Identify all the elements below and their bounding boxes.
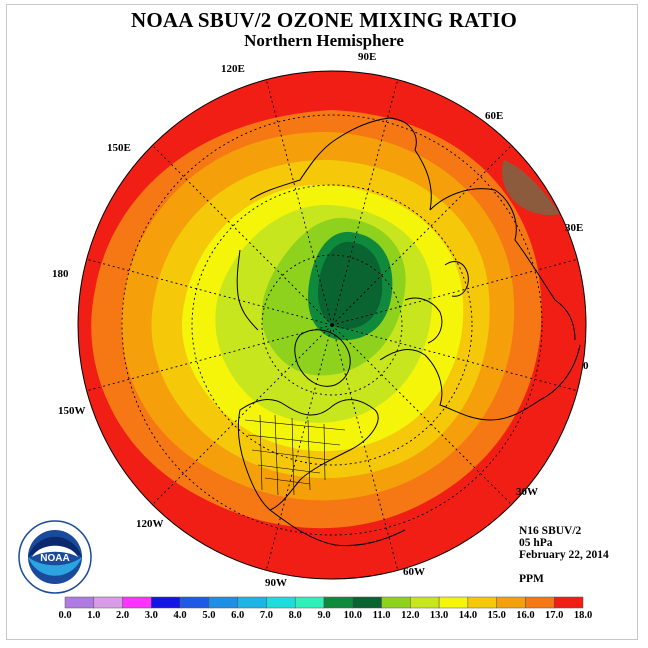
state-borders [244, 414, 346, 496]
lon-label-30e: 30E [565, 222, 584, 234]
colorbar-tick-label: 16.0 [516, 610, 534, 621]
colorbar-tick-label: 11.0 [373, 610, 391, 621]
pressure-level-label: 05 hPa [519, 537, 553, 549]
colorbar-tick-label: 17.0 [545, 610, 563, 621]
colorbar-swatch [179, 596, 210, 609]
lon-label-120w: 120W [136, 518, 164, 530]
colorbar-swatch [553, 596, 584, 609]
instrument-label: N16 SBUV/2 [519, 525, 582, 537]
colorbar-tick-label: 12.0 [401, 610, 419, 621]
meridian-line [331, 258, 578, 326]
lon-label-60w: 60W [403, 566, 425, 578]
colorbar-tick-label: 10.0 [344, 610, 362, 621]
lon-label-0: 0 [583, 360, 589, 372]
colorbar-swatch [496, 596, 526, 609]
noaa-logo: NOAA [18, 520, 92, 594]
colorbar-tick-label: 8.0 [289, 610, 302, 621]
map-border [77, 70, 587, 580]
colorbar-swatches [64, 596, 584, 609]
colorbar-swatch [352, 596, 382, 609]
colorbar-swatch [410, 596, 440, 609]
lon-label-180: 180 [52, 268, 69, 280]
meridian-line [331, 145, 512, 326]
figure-frame [6, 4, 638, 640]
lon-label-150e: 150E [107, 142, 131, 154]
colorbar-swatch [381, 596, 411, 609]
coastlines [236, 117, 581, 547]
date-label: February 22, 2014 [519, 549, 609, 561]
colorbar-swatch [122, 596, 152, 609]
colorbar-tick-label: 15.0 [487, 610, 505, 621]
colorbar-swatch [64, 596, 95, 609]
colorbar-swatch [237, 596, 267, 609]
lon-label-150w: 150W [58, 405, 86, 417]
page-subtitle: Northern Hemisphere [244, 31, 404, 50]
colorbar-swatch [438, 596, 469, 609]
page-title: NOAA SBUV/2 OZONE MIXING RATIO [131, 8, 517, 32]
lon-label-90w: 90W [265, 577, 287, 589]
meridian-line [86, 324, 333, 392]
graticule [86, 79, 578, 571]
colorbar-tick-label: 9.0 [317, 610, 330, 621]
meridian-line [152, 145, 333, 326]
colorbar-tick-label: 4.0 [174, 610, 187, 621]
units-label: PPM [519, 573, 544, 585]
colorbar-swatch [525, 596, 555, 609]
colorbar-tick-label: 3.0 [145, 610, 158, 621]
colorbar-ticks: 0.0 1.0 2.0 3.0 4.0 5.0 6.0 7.0 8.0 9.0 10.0 11.0 12… [58, 610, 592, 621]
noaa-logo-text: NOAA [40, 553, 69, 564]
colorbar-swatch [323, 596, 354, 609]
meridian-line [265, 79, 333, 326]
ozone-high-region [502, 160, 560, 216]
colorbar-tick-label: 13.0 [430, 610, 448, 621]
colorbar-tick-label: 18.0 [574, 610, 592, 621]
lon-label-90e: 90E [358, 51, 377, 63]
colorbar-tick-label: 14.0 [459, 610, 477, 621]
colorbar-swatch [266, 596, 296, 609]
colorbar-tick-label: 1.0 [87, 610, 100, 621]
meridian-line [331, 324, 578, 392]
colorbar-tick-label: 6.0 [231, 610, 244, 621]
meridian-line [331, 324, 399, 571]
colorbar-swatch [151, 596, 181, 609]
colorbar-tick-label: 7.0 [260, 610, 273, 621]
colorbar-swatch [294, 596, 325, 609]
colorbar-swatch [93, 596, 123, 609]
meridian-line [331, 324, 512, 505]
meridian-line [86, 258, 333, 326]
meridian-line [152, 324, 333, 505]
meridian-line [265, 324, 333, 571]
colorbar-swatch [208, 596, 238, 609]
lon-label-60e: 60E [485, 110, 504, 122]
colorbar-tick-label: 2.0 [116, 610, 129, 621]
band-9 [318, 241, 383, 330]
meridian-line [331, 79, 399, 326]
lon-label-120e: 120E [221, 63, 245, 75]
colorbar-tick-label: 0.0 [58, 610, 71, 621]
colorbar-tick-label: 5.0 [202, 610, 215, 621]
lon-label-30w: 30W [516, 486, 538, 498]
colorbar-swatch [467, 596, 497, 609]
